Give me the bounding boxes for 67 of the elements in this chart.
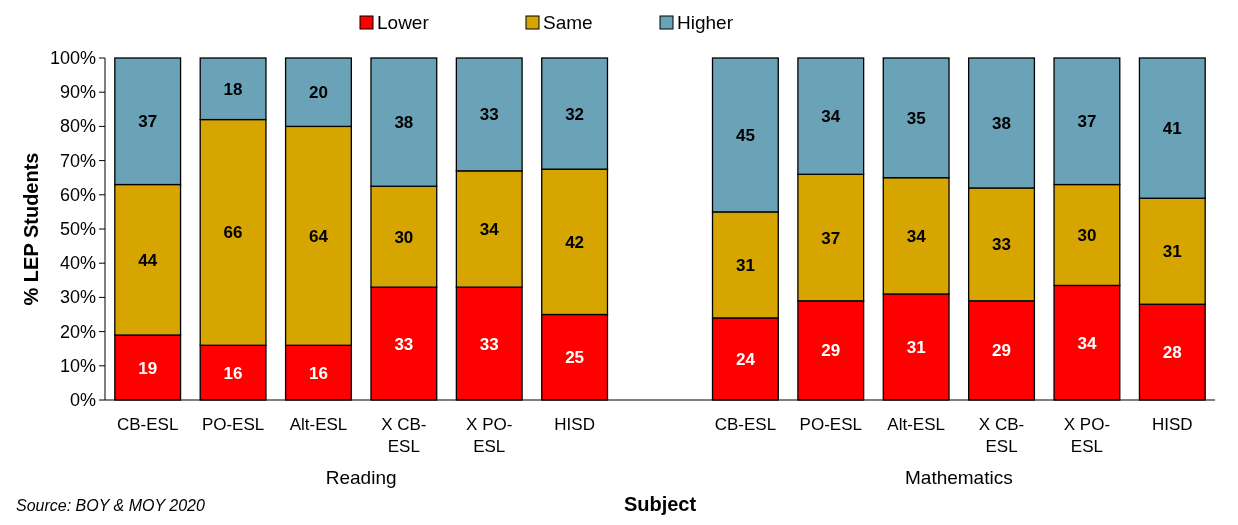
- x-tick-label: HISD: [1152, 415, 1193, 434]
- data-label: 33: [479, 105, 499, 125]
- text: Mathematics: [904, 467, 1013, 488]
- data-label: 42: [565, 232, 585, 252]
- data-label: 28: [1162, 343, 1182, 363]
- y-tick-label: 50%: [59, 219, 96, 239]
- y-tick-label: 80%: [59, 116, 96, 137]
- data-label: 32: [565, 104, 585, 124]
- data-label: 34: [1077, 333, 1097, 353]
- x-tick-label: Alt-ESL: [887, 415, 945, 434]
- legend-label: Same: [543, 12, 593, 33]
- y-tick-label: 90%: [59, 82, 96, 103]
- y-axis-title: % LEP Students: [20, 152, 42, 306]
- x-tick-label: HISD: [554, 415, 595, 434]
- data-label: 37: [1077, 112, 1097, 132]
- text: Reading: [325, 467, 397, 488]
- x-tick-label: Alt-ESL: [289, 415, 348, 434]
- data-label: 24: [735, 349, 756, 369]
- data-label: 45: [735, 125, 755, 145]
- data-label: 44: [138, 250, 158, 270]
- source-note: Source: BOY & MOY 2020: [16, 497, 205, 514]
- data-label: 33: [992, 235, 1011, 255]
- data-label: 37: [138, 112, 158, 132]
- data-label: 20: [309, 83, 328, 103]
- data-label: 31: [906, 337, 926, 357]
- legend-label: Higher: [677, 12, 734, 33]
- data-label: 38: [394, 113, 414, 133]
- data-label: 30: [1077, 225, 1097, 245]
- data-label: 34: [479, 220, 500, 239]
- data-label: 16: [223, 363, 243, 383]
- data-label: 19: [138, 358, 158, 378]
- data-label: 41: [1162, 119, 1182, 139]
- x-tick-label: X PO-ESL: [466, 415, 513, 456]
- x-tick-label: X PO-ESL: [1063, 415, 1111, 456]
- data-label: 29: [992, 341, 1011, 361]
- data-label: 37: [821, 228, 841, 248]
- data-label: 66: [223, 223, 243, 243]
- x-axis-title: Subject: [623, 493, 697, 515]
- x-tick-label: X CB-ESL: [381, 415, 427, 456]
- data-label: 18: [223, 79, 243, 99]
- data-label: 16: [309, 363, 328, 383]
- y-tick-label: 20%: [59, 321, 96, 342]
- y-tick-label: 100%: [49, 48, 96, 68]
- x-tick-label: CB-ESL: [116, 415, 179, 434]
- data-label: 33: [394, 334, 414, 354]
- x-tick-label: CB-ESL: [714, 415, 777, 434]
- data-label: 34: [906, 226, 927, 246]
- data-label: 64: [309, 226, 329, 246]
- x-tick-label: PO-ESL: [799, 415, 862, 434]
- x-tick-label: X CB-ESL: [978, 415, 1025, 456]
- data-label: 30: [394, 227, 414, 247]
- data-label: 35: [906, 108, 926, 128]
- data-label: 38: [992, 113, 1011, 133]
- y-tick-label: 10%: [59, 355, 96, 376]
- x-tick-label: PO-ESL: [201, 415, 265, 434]
- data-label: 34: [821, 107, 841, 127]
- y-tick-label: 30%: [59, 287, 96, 308]
- data-label: 25: [565, 348, 585, 368]
- y-tick-label: 70%: [59, 150, 96, 171]
- y-tick-label: 60%: [59, 184, 96, 205]
- y-tick-label: 0%: [69, 390, 96, 410]
- data-label: 31: [735, 255, 755, 275]
- legend-label: Lower: [377, 12, 430, 33]
- y-tick-label: 40%: [59, 253, 96, 274]
- data-label: 33: [479, 334, 499, 354]
- data-label: 31: [1162, 242, 1182, 262]
- data-label: 29: [821, 341, 841, 361]
